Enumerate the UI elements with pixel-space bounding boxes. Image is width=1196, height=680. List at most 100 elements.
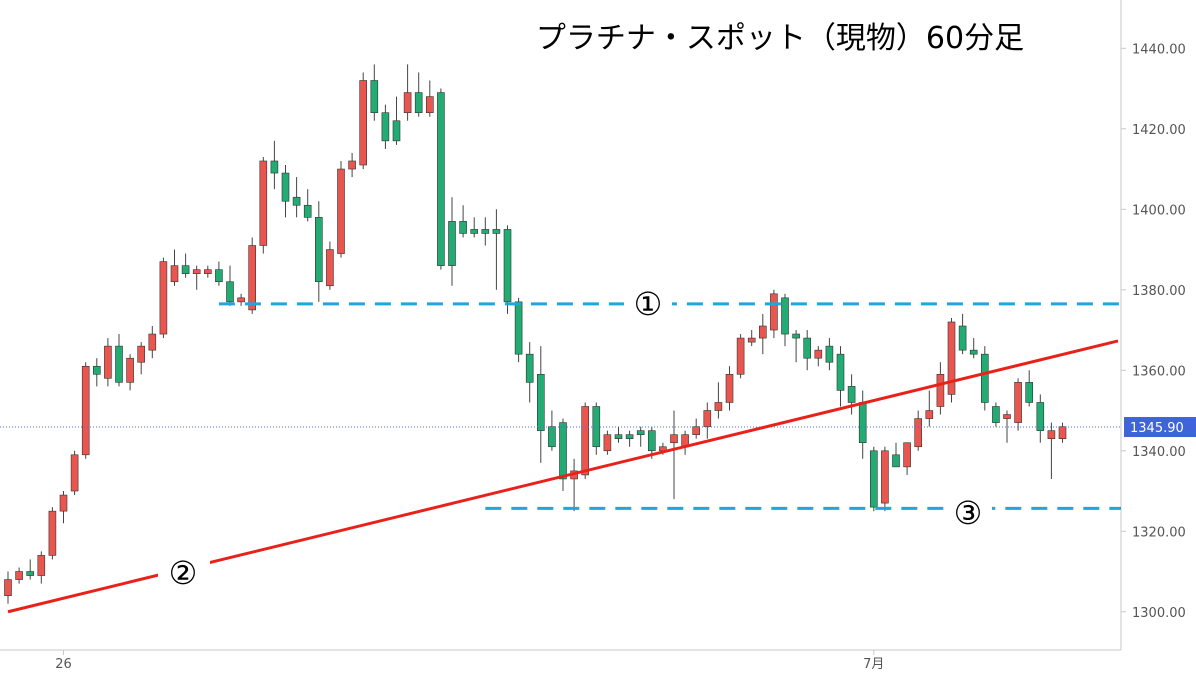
candle-body [936,374,945,407]
candle-body [337,168,345,254]
candle-body [126,357,134,383]
last-price-label: 1345.90 [1130,421,1184,436]
y-tick-label: 1440.00 [1132,42,1186,57]
last-price-box [1124,417,1196,438]
candle-body [181,265,190,274]
candle-body [481,229,490,234]
candle-body [703,410,712,427]
candle-body [303,204,312,218]
x-tick-label: 26 [55,657,72,672]
candle-body [425,96,434,113]
candle-body [1058,426,1067,439]
candle-body [1003,414,1011,419]
candle-body [270,160,279,174]
candle-body [1036,402,1045,431]
candle-body [914,418,923,448]
candle-body [958,325,967,351]
candle-body [736,337,745,375]
candle-body [603,434,612,452]
candle-body [992,406,1000,423]
candle-body [692,426,701,435]
candle-body [770,293,778,331]
candle-body [226,281,234,303]
candle-body [248,245,256,311]
y-tick-label: 1400.00 [1132,203,1186,218]
candle-body [348,160,356,170]
candle-body [4,579,12,596]
candle-body [1014,382,1022,423]
candle-body [814,349,823,359]
candle-body [26,571,35,576]
candle-body [115,345,123,383]
candle-body [836,353,845,391]
label-bg [624,285,672,322]
chart-title: プラチナ・スポット（現物）60分足 [536,21,1024,56]
y-tick-label: 1360.00 [1132,364,1186,379]
candle-body [714,402,723,411]
candle-body [192,269,201,274]
candle-body [459,221,467,234]
candle-body [137,345,145,363]
candle-body [614,434,623,439]
candle-body [747,337,756,343]
candle-body [326,249,334,287]
candle-body [869,450,878,508]
candle-body [37,555,46,576]
candle-body [670,434,678,444]
candle-body [758,325,767,339]
candle-body [470,229,479,234]
trendline-label: ② [169,554,198,592]
candle-body [170,265,179,283]
candle-body [625,434,634,439]
candle-body [215,269,223,283]
candle-body [892,454,900,468]
candle-body [148,333,157,351]
candle-body [93,365,101,375]
candle-body [259,160,268,246]
candle-body [381,112,390,142]
level-label: ③ [954,494,983,532]
candle-body [581,406,590,476]
candle-body [980,353,989,403]
candle-body [403,92,412,113]
candle-body [947,321,956,395]
candle-body [448,221,456,266]
candle-body [803,337,812,359]
candle-body [725,374,734,403]
candle-body [437,92,445,266]
candle-body [969,349,978,355]
candle-body [48,510,57,556]
candle-body [15,571,23,580]
candle-body [592,406,601,448]
candle-body [559,422,567,480]
candle-body [314,217,323,283]
candle-body [647,430,656,452]
candle-body [492,229,501,234]
level-label: ① [634,285,663,323]
candle-body [204,269,212,274]
candle-body [159,261,168,335]
candle-body [104,345,112,379]
candle-body [59,494,68,512]
candle-body [237,297,245,303]
candle-body [281,172,290,202]
candle-body [1025,382,1033,403]
candle-body [536,374,545,431]
candle-body [414,92,423,113]
candle-body [792,333,800,339]
candle-body [881,450,889,504]
x-tick-label: 7月 [863,657,884,672]
candle-body [1047,430,1056,439]
candle-body [847,386,856,403]
candle-body [359,80,368,166]
y-tick-label: 1380.00 [1132,284,1186,299]
candle-body [370,80,379,113]
candle-body [392,120,401,142]
candle-body [292,196,301,206]
candle-body [81,365,90,456]
y-tick-label: 1320.00 [1132,525,1186,540]
candle-body [858,402,867,444]
label-bg [158,550,210,594]
y-tick-label: 1300.00 [1132,606,1186,621]
